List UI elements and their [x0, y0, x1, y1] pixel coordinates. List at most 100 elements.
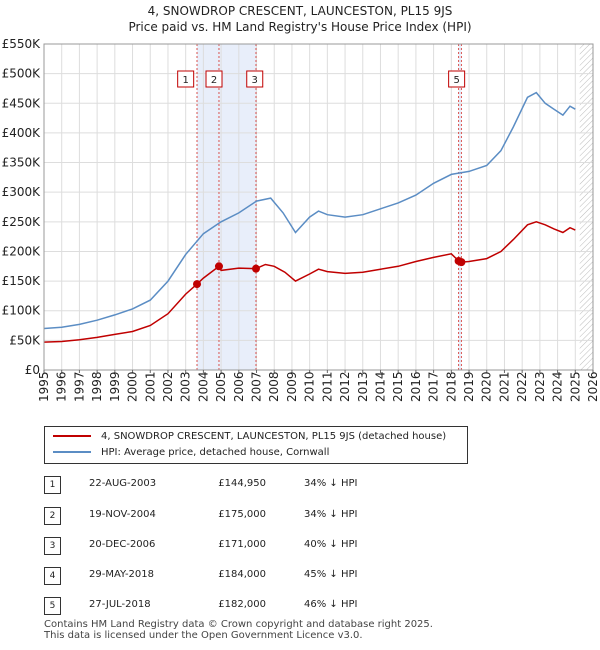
x-tick-label: 1996	[55, 371, 69, 402]
transaction-number: 2	[44, 507, 61, 525]
footer-license: This data is licensed under the Open Gov…	[44, 630, 363, 641]
x-tick-label: 2006	[232, 371, 246, 402]
table-row: 1 22-AUG-2003 £144,950 34% ↓ HPI	[44, 476, 444, 496]
transaction-hpi-diff: 34% ↓ HPI	[304, 478, 358, 489]
legend-item-property: 4, SNOWDROP CRESCENT, LAUNCESTON, PL15 9…	[53, 429, 446, 445]
x-tick-label: 2019	[462, 371, 476, 402]
y-tick-label: £50K	[9, 333, 41, 347]
y-tick-label: £300K	[2, 185, 42, 199]
table-row: 5 27-JUL-2018 £182,000 46% ↓ HPI	[44, 597, 444, 617]
x-tick-label: 2026	[586, 371, 600, 402]
transaction-hpi-diff: 34% ↓ HPI	[304, 509, 358, 520]
y-tick-label: £0	[25, 363, 40, 377]
transaction-date: 27-JUL-2018	[89, 599, 151, 610]
legend-swatch-property	[53, 435, 91, 437]
x-tick-label: 2016	[409, 371, 423, 402]
transaction-price: £171,000	[218, 539, 266, 550]
transaction-price: £182,000	[218, 599, 266, 610]
ownership-shade	[458, 44, 462, 370]
sale-marker-box	[448, 70, 466, 88]
x-tick-label: 2011	[320, 371, 334, 402]
transaction-date: 20-DEC-2006	[89, 539, 156, 550]
x-tick-label: 2004	[196, 371, 210, 402]
transaction-number: 1	[44, 476, 61, 494]
x-tick-label: 2018	[444, 371, 458, 402]
ownership-shade	[197, 44, 256, 370]
transaction-date: 22-AUG-2003	[89, 478, 157, 489]
plot-area	[44, 44, 593, 370]
x-tick-label: 2009	[285, 371, 299, 402]
transaction-date: 19-NOV-2004	[89, 509, 156, 520]
legend-label-property: 4, SNOWDROP CRESCENT, LAUNCESTON, PL15 9…	[101, 431, 447, 442]
x-tick-label: 2007	[250, 371, 264, 402]
chart-legend: 4, SNOWDROP CRESCENT, LAUNCESTON, PL15 9…	[44, 426, 468, 464]
x-tick-label: 2014	[373, 371, 387, 402]
sale-point	[214, 262, 223, 271]
x-tick-label: 2024	[551, 371, 565, 402]
x-tick-label: 2012	[338, 371, 352, 402]
x-tick-label: 2013	[356, 371, 370, 402]
chart-subtitle: Price paid vs. HM Land Registry's House …	[128, 20, 472, 34]
table-row: 3 20-DEC-2006 £171,000 40% ↓ HPI	[44, 537, 444, 557]
hpi-line	[44, 91, 576, 330]
x-tick-label: 1999	[108, 371, 122, 402]
y-tick-label: £200K	[2, 244, 42, 258]
sale-marker-label: 5	[453, 75, 459, 86]
table-row: 2 19-NOV-2004 £175,000 34% ↓ HPI	[44, 507, 444, 527]
x-tick-label: 2000	[126, 371, 140, 402]
y-tick-label: £400K	[2, 126, 42, 140]
x-tick-label: 2022	[515, 371, 529, 402]
x-tick-label: 2020	[480, 371, 494, 402]
transaction-price: £184,000	[218, 569, 266, 580]
x-tick-label: 2005	[214, 371, 228, 402]
sale-marker-label: 1	[182, 75, 188, 86]
sale-point	[251, 264, 260, 273]
x-tick-label: 2025	[568, 371, 582, 402]
sale-marker-label: 2	[211, 75, 217, 86]
x-tick-label: 2010	[303, 371, 317, 402]
y-tick-label: £450K	[2, 96, 42, 110]
y-tick-label: £350K	[2, 156, 42, 170]
x-tick-label: 2017	[427, 371, 441, 402]
x-tick-label: 2021	[497, 371, 511, 402]
transaction-hpi-diff: 46% ↓ HPI	[304, 599, 358, 610]
x-tick-label: 1997	[72, 371, 86, 402]
transaction-price: £144,950	[218, 478, 266, 489]
sale-marker-box	[177, 70, 195, 88]
transaction-number: 5	[44, 597, 61, 615]
transaction-date: 29-MAY-2018	[89, 569, 155, 580]
y-tick-label: £150K	[2, 274, 42, 288]
x-tick-label: 2023	[533, 371, 547, 402]
transaction-number: 4	[44, 567, 61, 585]
x-tick-label: 1998	[90, 371, 104, 402]
legend-item-hpi: HPI: Average price, detached house, Corn…	[53, 445, 329, 461]
legend-label-hpi: HPI: Average price, detached house, Corn…	[101, 447, 330, 458]
y-tick-label: £500K	[2, 67, 42, 81]
x-tick-label: 2003	[179, 371, 193, 402]
sale-point	[457, 258, 466, 267]
projection-hatch	[579, 44, 593, 370]
sale-point	[193, 280, 202, 289]
plot-border	[43, 43, 594, 371]
footer-copyright: Contains HM Land Registry data © Crown c…	[44, 619, 433, 630]
transaction-number: 3	[44, 537, 61, 555]
x-tick-label: 2008	[267, 371, 281, 402]
table-row: 4 29-MAY-2018 £184,000 45% ↓ HPI	[44, 567, 444, 587]
x-tick-label: 2002	[161, 371, 175, 402]
chart-title: 4, SNOWDROP CRESCENT, LAUNCESTON, PL15 9…	[147, 4, 453, 18]
y-tick-label: £100K	[2, 304, 42, 318]
transaction-price: £175,000	[218, 509, 266, 520]
price-chart: 1 2 3 5 £0 £50K £100K £150K £200K £250K £300K £350K…	[2, 37, 600, 402]
transaction-hpi-diff: 45% ↓ HPI	[304, 569, 358, 580]
x-tick-label: 2001	[143, 371, 157, 402]
transaction-hpi-diff: 40% ↓ HPI	[304, 539, 358, 550]
property-price-line	[44, 221, 576, 343]
sale-marker-label: 3	[252, 75, 258, 86]
sale-marker-box	[205, 70, 223, 88]
sale-marker-box	[246, 70, 264, 88]
footer: Contains HM Land Registry data © Crown c…	[44, 619, 433, 641]
x-tick-label: 2015	[391, 371, 405, 402]
legend-swatch-hpi	[53, 451, 91, 453]
x-tick-label: 1995	[37, 371, 51, 402]
y-tick-label: £550K	[2, 37, 42, 51]
